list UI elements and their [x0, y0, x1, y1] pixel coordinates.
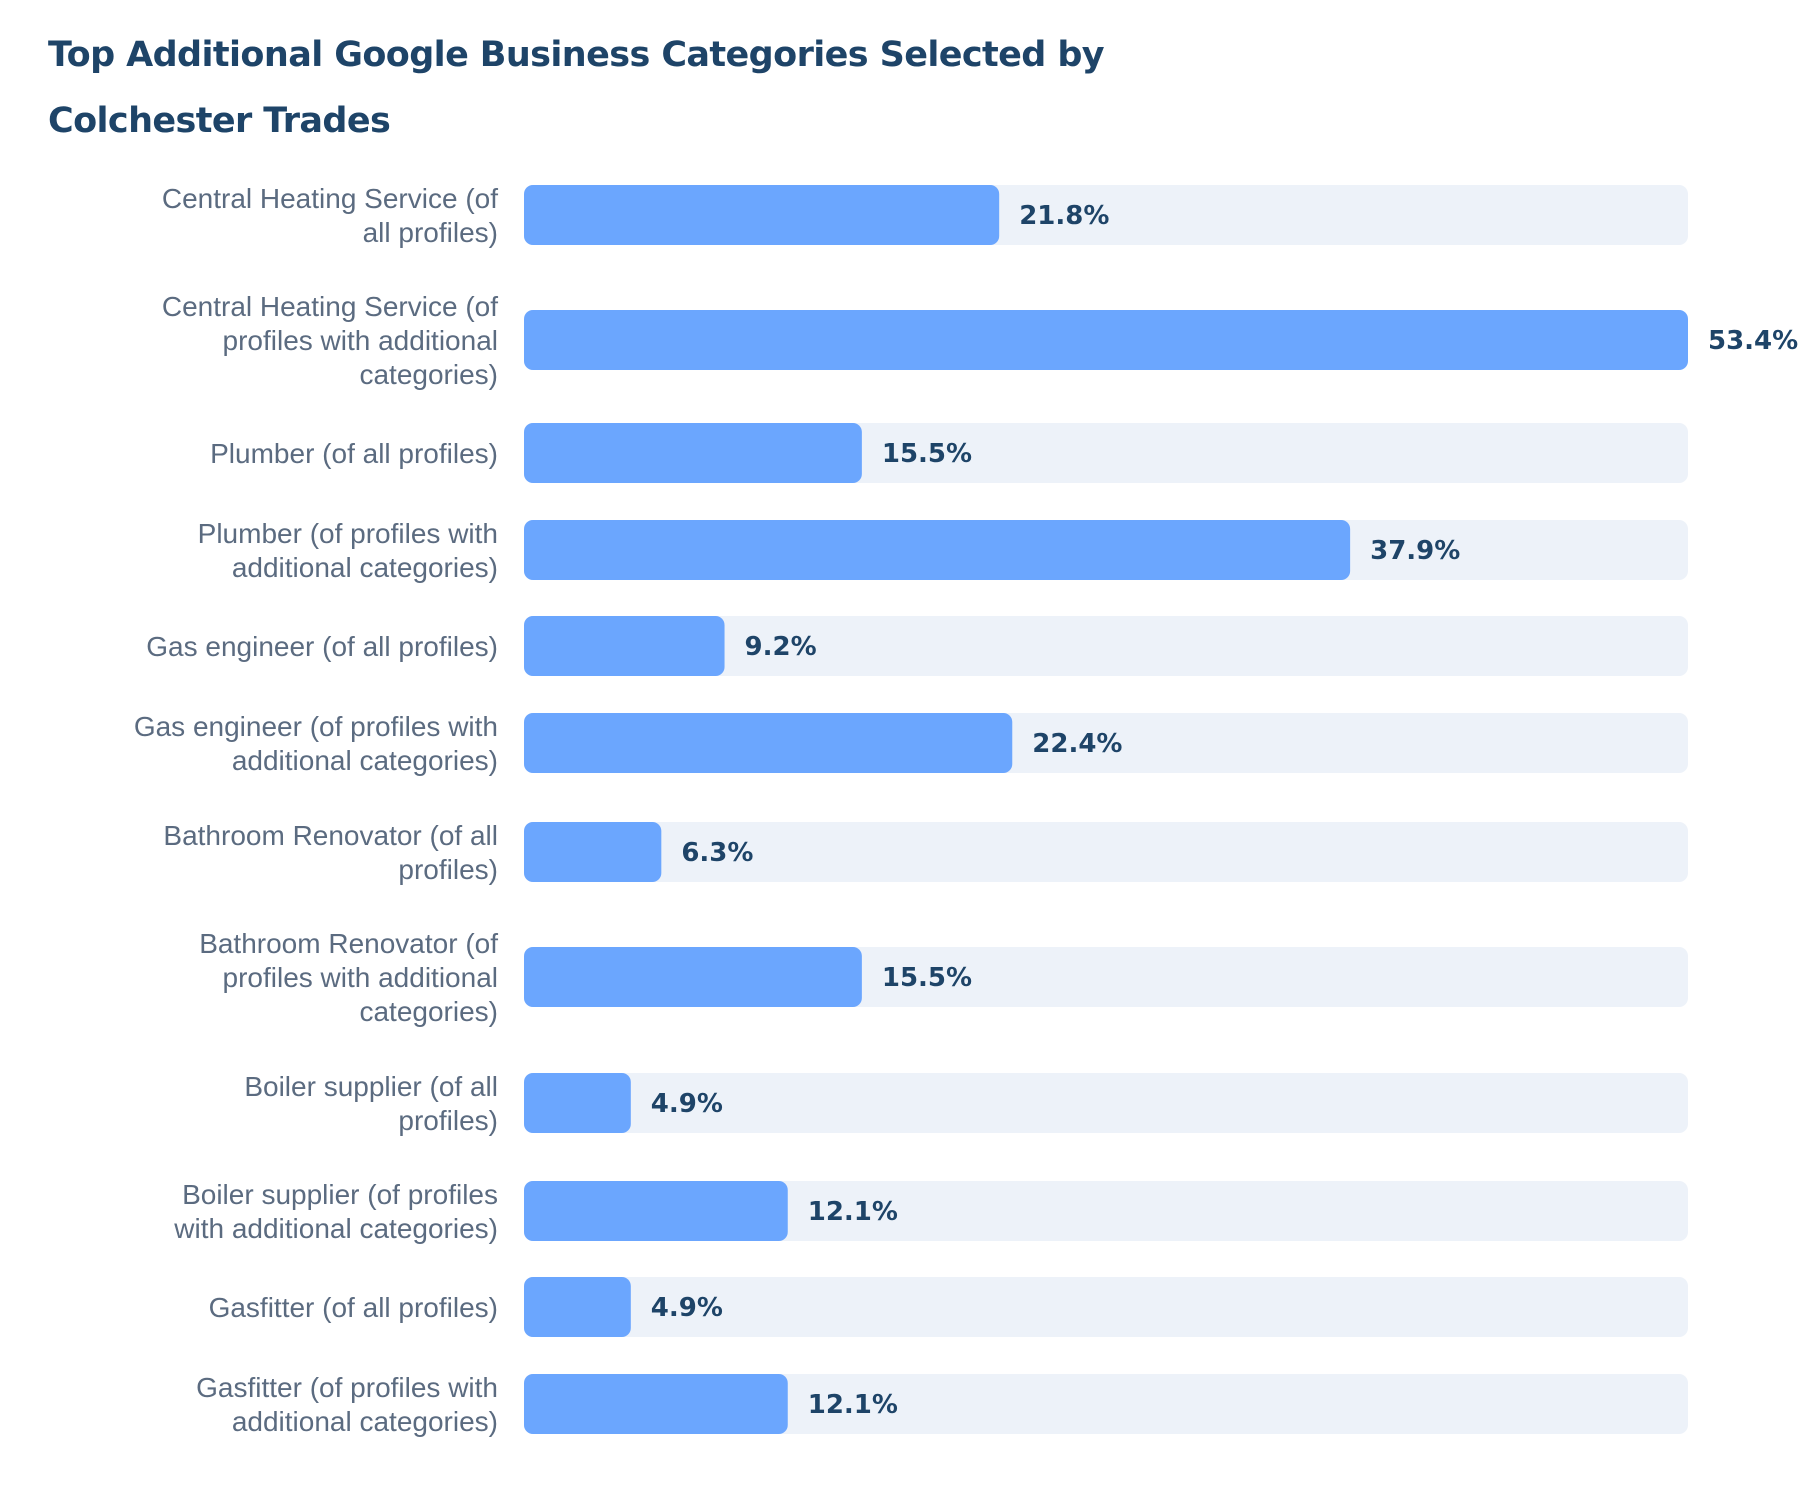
category-label-line: additional categories): [232, 1406, 498, 1437]
bar: [524, 1181, 788, 1241]
category-label-line: Boiler supplier (of all: [244, 1071, 498, 1102]
bar: [524, 616, 725, 676]
bar: [524, 822, 662, 882]
category-label-line: additional categories): [232, 552, 498, 583]
category-label-line: Plumber (of all profiles): [210, 438, 498, 469]
value-label: 6.3%: [681, 838, 753, 868]
category-label-line: additional categories): [232, 745, 498, 776]
value-label: 4.9%: [651, 1089, 723, 1119]
category-label: Boiler supplier (of all profiles): [244, 1071, 498, 1136]
category-label-line: Gasfitter (of all profiles): [209, 1292, 498, 1323]
category-label-line: categories): [359, 359, 498, 390]
value-label: 22.4%: [1032, 729, 1122, 759]
category-label-line: with additional categories): [173, 1213, 498, 1244]
category-label: Central Heating Service (of profiles with…: [162, 291, 498, 390]
value-label: 12.1%: [808, 1197, 898, 1227]
value-label: 4.9%: [651, 1293, 723, 1323]
category-label: Gasfitter (of all profiles): [209, 1292, 498, 1323]
bar: [524, 1073, 631, 1133]
bar: [524, 1277, 631, 1337]
bar-track: [524, 1181, 1688, 1241]
category-label-line: profiles): [398, 854, 498, 885]
bar: [524, 713, 1013, 773]
bar: [524, 310, 1688, 370]
value-label: 21.8%: [1019, 201, 1109, 231]
category-label-line: Boiler supplier (of profiles: [182, 1179, 498, 1210]
category-label: Bathroom Renovator (of profiles with addi…: [199, 928, 498, 1027]
category-label-line: profiles): [398, 1105, 498, 1136]
bar-track: [524, 616, 1688, 676]
value-label: 12.1%: [808, 1390, 898, 1420]
category-label: Plumber (of all profiles): [210, 438, 498, 469]
bar: [524, 947, 862, 1007]
category-label: Boiler supplier (of profiles with additio…: [173, 1179, 498, 1244]
category-label: Gas engineer (of profiles with additional…: [134, 711, 498, 776]
category-label: Central Heating Service (of all profiles): [162, 183, 498, 248]
category-label-line: Bathroom Renovator (of: [199, 928, 498, 959]
category-label-line: Central Heating Service (of: [162, 183, 498, 214]
category-label-line: Central Heating Service (of: [162, 291, 498, 322]
bar-track: [524, 822, 1688, 882]
category-label: Plumber (of profiles with additional cate…: [198, 518, 498, 583]
bar-track: [524, 1277, 1688, 1337]
category-label-line: Gas engineer (of all profiles): [146, 631, 498, 662]
category-label-line: Gas engineer (of profiles with: [134, 711, 498, 742]
value-label: 15.5%: [882, 963, 972, 993]
category-label-line: Bathroom Renovator (of all: [163, 820, 498, 851]
category-label: Gasfitter (of profiles with additional ca…: [196, 1372, 498, 1437]
bar: [524, 185, 1000, 245]
bar-track: [524, 1374, 1688, 1434]
bar: [524, 520, 1351, 580]
value-label: 9.2%: [745, 632, 817, 662]
category-label: Bathroom Renovator (of all profiles): [163, 820, 498, 885]
value-label: 15.5%: [882, 439, 972, 469]
category-label-line: Gasfitter (of profiles with: [196, 1372, 498, 1403]
category-label: Gas engineer (of all profiles): [146, 631, 498, 662]
bar: [524, 1374, 788, 1434]
value-label: 37.9%: [1370, 536, 1460, 566]
value-label: 53.4%: [1708, 326, 1798, 356]
category-label-line: profiles with additional: [223, 325, 499, 356]
bar: [524, 423, 862, 483]
bar-track: [524, 1073, 1688, 1133]
category-label-line: profiles with additional: [223, 962, 499, 993]
category-label-line: categories): [359, 996, 498, 1027]
category-label-line: Plumber (of profiles with: [198, 518, 498, 549]
chart-title: Top Additional Google Business Categorie…: [48, 35, 1105, 141]
category-label-line: all profiles): [363, 217, 498, 248]
